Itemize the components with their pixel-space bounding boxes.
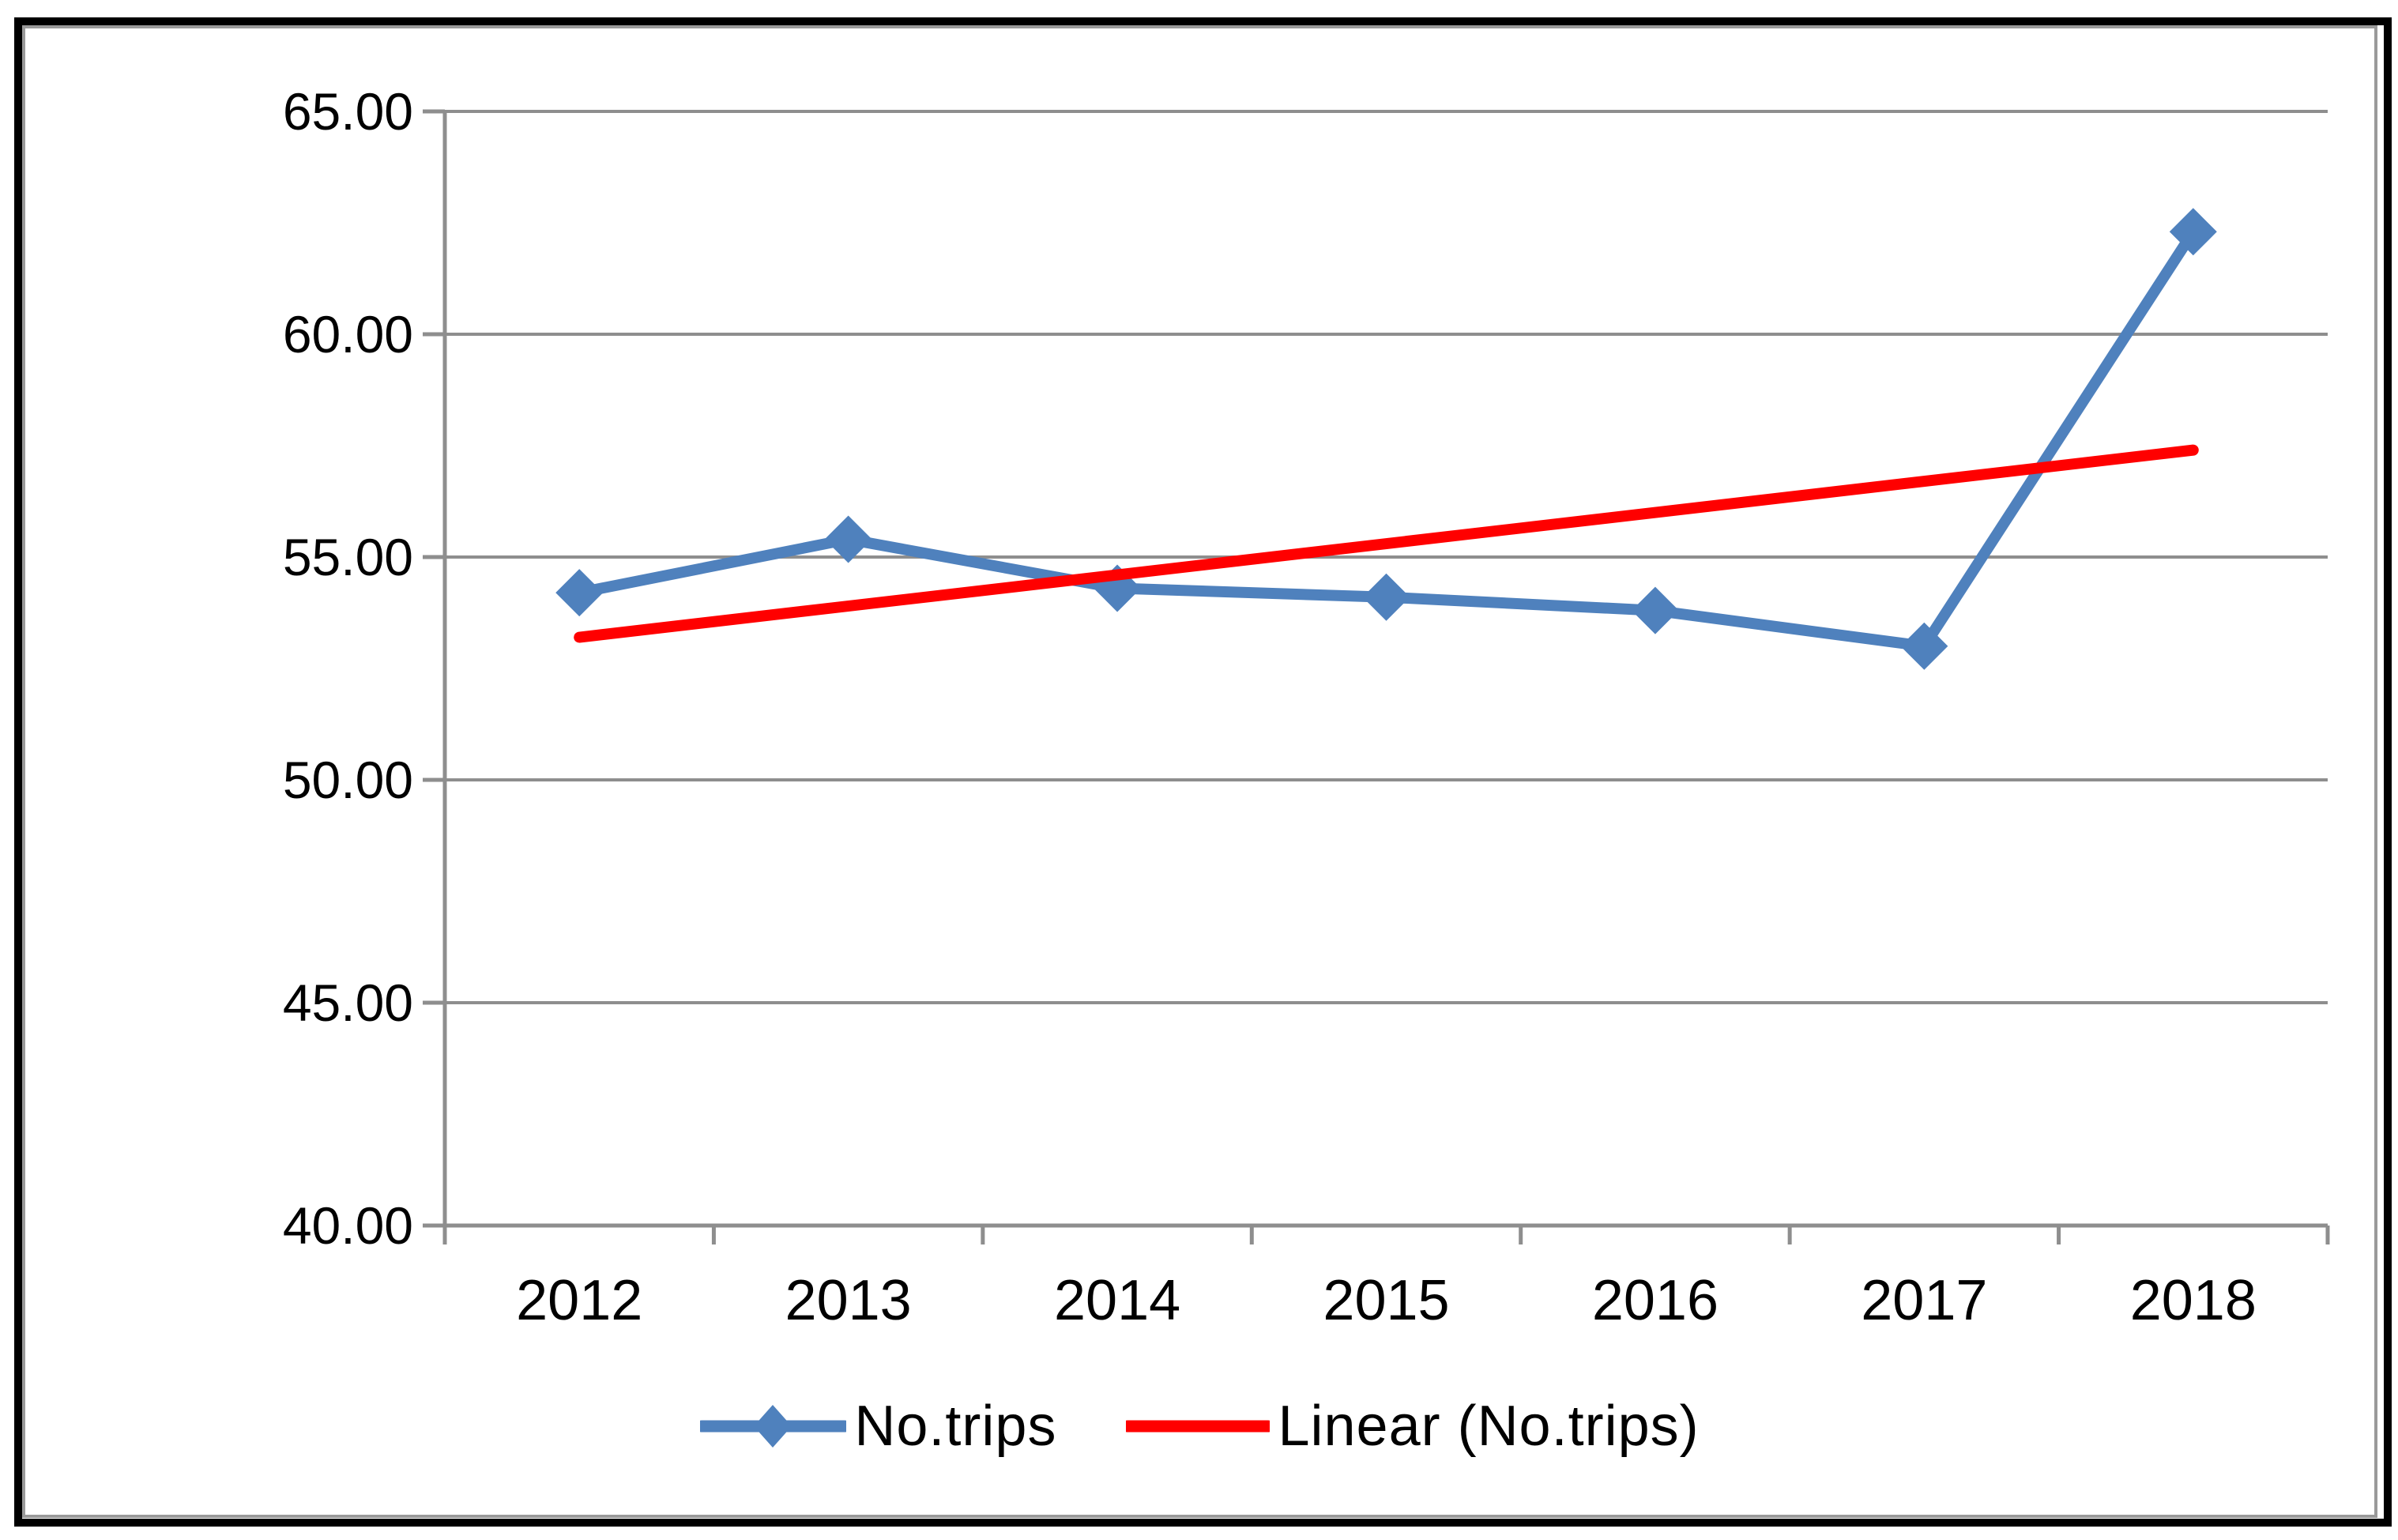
trendline <box>574 444 2199 643</box>
x-axis-tick-label: 2018 <box>2130 1269 2257 1332</box>
no-trips-marker-2013 <box>824 515 872 563</box>
legend: No.trips Linear (No.trips) <box>22 1389 2377 1463</box>
legend-label-no-trips: No.trips <box>854 1395 1057 1458</box>
y-axis-tick-label: 55.00 <box>283 528 413 586</box>
legend-label-linear-no-trips: Linear (No.trips) <box>1278 1395 1700 1458</box>
chart-area <box>22 25 2377 1518</box>
y-axis-tick-label: 65.00 <box>283 82 413 141</box>
legend-item-linear-no-trips: Linear (No.trips) <box>1126 1398 1699 1455</box>
no-trips-marker-2018 <box>2169 208 2217 256</box>
y-axis-tick-label: 45.00 <box>283 973 413 1032</box>
x-axis-tick-label: 2012 <box>516 1269 642 1332</box>
legend-item-no-trips: No.trips <box>700 1398 1056 1455</box>
no-trips-marker-2016 <box>1631 586 1679 634</box>
no-trips-marker-2012 <box>555 569 604 617</box>
x-axis-tick-label: 2016 <box>1592 1269 1719 1332</box>
legend-marker-line-diamond-icon <box>700 1405 847 1448</box>
x-axis-tick-label: 2014 <box>1054 1269 1180 1332</box>
y-axis-tick-label: 60.00 <box>283 305 413 363</box>
no-trips-marker-2015 <box>1362 573 1410 621</box>
x-axis-tick-label: 2017 <box>1861 1269 1987 1332</box>
no-trips-marker-2017 <box>1900 622 1948 670</box>
x-axis-tick-label: 2015 <box>1323 1269 1449 1332</box>
y-axis-tick-label: 50.00 <box>283 751 413 809</box>
x-axis-tick-label: 2013 <box>785 1269 912 1332</box>
legend-marker-trendline-icon <box>1126 1420 1271 1433</box>
y-axis-tick-label: 40.00 <box>283 1196 413 1255</box>
